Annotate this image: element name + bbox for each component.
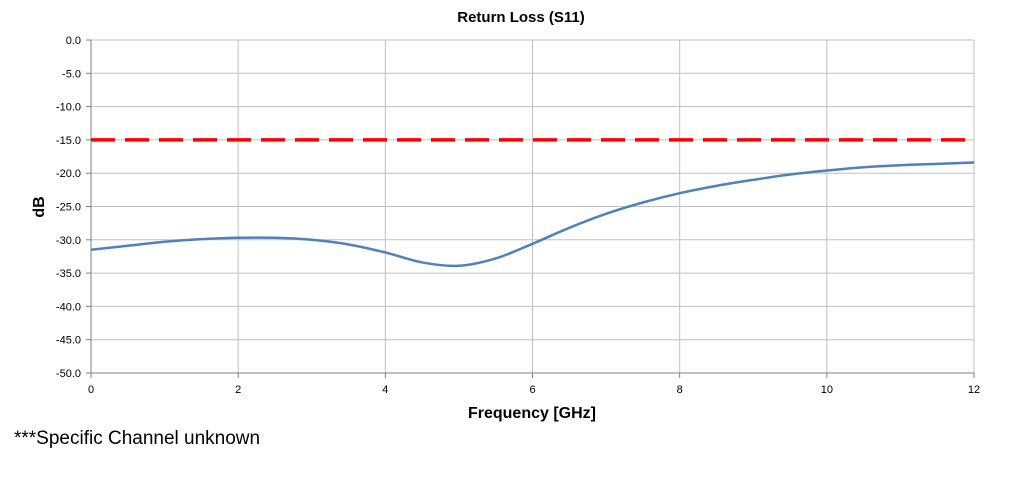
x-tick-label: 2 bbox=[235, 384, 241, 396]
y-tick-label: -45.0 bbox=[56, 335, 81, 347]
y-tick-label: -10.0 bbox=[56, 102, 81, 114]
y-tick-label: -25.0 bbox=[56, 202, 81, 214]
x-tick-label: 10 bbox=[821, 384, 833, 396]
x-tick-label: 8 bbox=[677, 384, 683, 396]
y-tick-label: -40.0 bbox=[56, 301, 81, 313]
y-tick-label: -15.0 bbox=[56, 135, 81, 147]
chart-title: Return Loss (S11) bbox=[457, 9, 585, 26]
x-tick-label: 6 bbox=[529, 384, 535, 396]
y-axis-title: dB bbox=[31, 196, 48, 217]
y-tick-label: -5.0 bbox=[62, 68, 81, 80]
x-tick-label: 0 bbox=[88, 384, 94, 396]
x-tick-label: 4 bbox=[382, 384, 388, 396]
y-tick-label: -50.0 bbox=[56, 368, 81, 380]
footnote: ***Specific Channel unknown bbox=[14, 428, 261, 449]
return-loss-line bbox=[90, 161, 975, 268]
x-tick-label: 12 bbox=[968, 384, 980, 396]
y-tick-label: -30.0 bbox=[56, 235, 81, 247]
y-tick-label: 0.0 bbox=[66, 35, 81, 47]
grid bbox=[90, 39, 975, 374]
x-axis-ticks: 0 2 4 6 8 10 12 bbox=[88, 384, 980, 396]
y-tick-label: -35.0 bbox=[56, 268, 81, 280]
axes bbox=[86, 39, 975, 378]
y-axis-ticks: 0.0 -5.0 -10.0 -15.0 -20.0 -25.0 -30.0 -35.0 -40… bbox=[56, 35, 81, 380]
series bbox=[90, 138, 975, 268]
x-axis-title: Frequency [GHz] bbox=[468, 405, 596, 422]
y-tick-label: -20.0 bbox=[56, 168, 81, 180]
